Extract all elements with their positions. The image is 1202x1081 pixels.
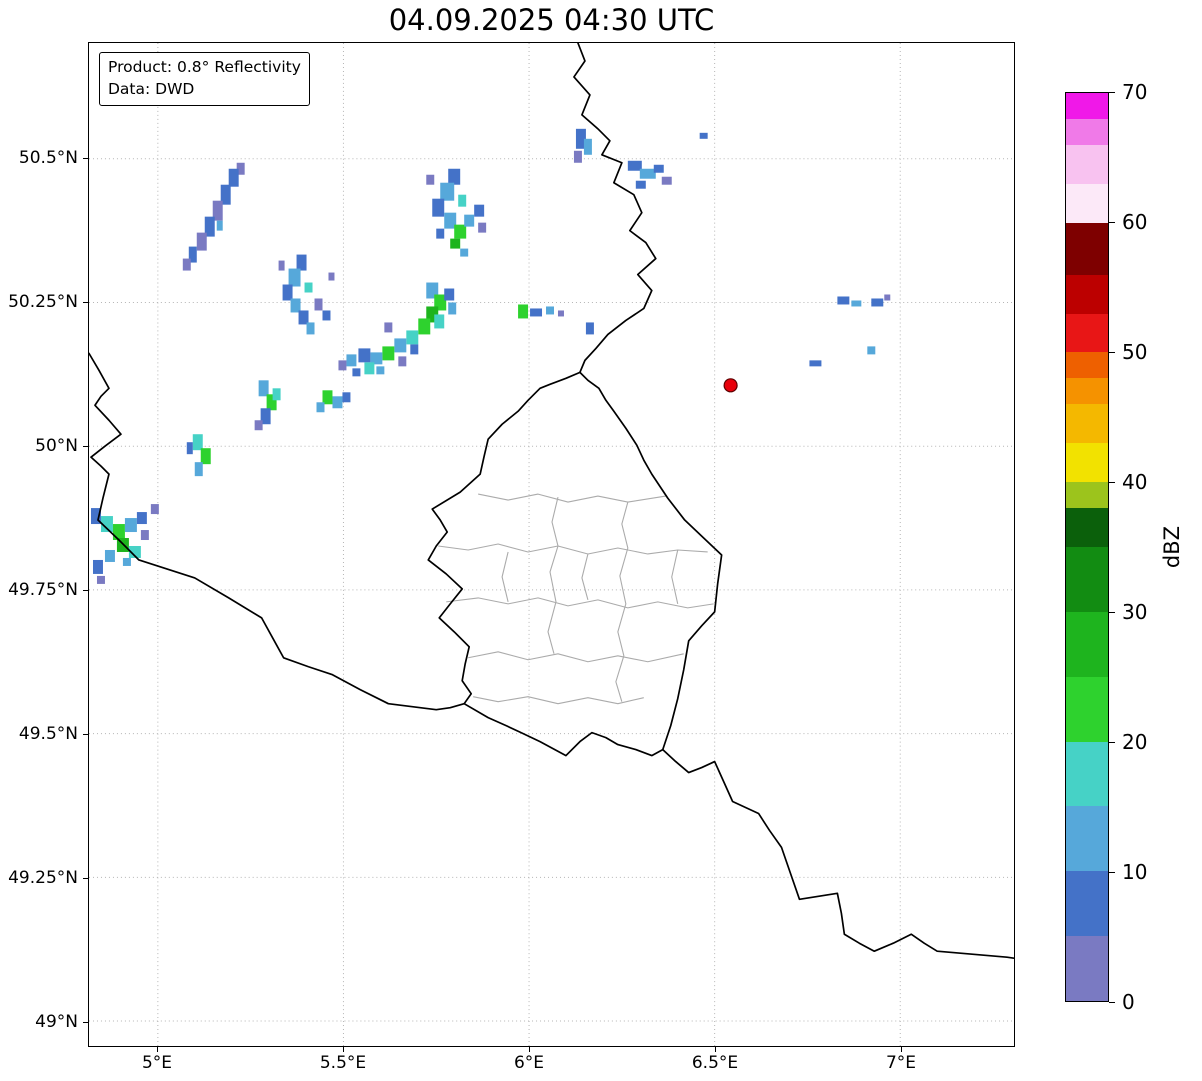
country-borders	[89, 43, 1014, 960]
colorbar-band	[1066, 936, 1108, 1001]
radar-echoes	[90, 128, 891, 584]
radar-map	[89, 43, 1014, 1046]
colorbar-band	[1066, 482, 1108, 509]
figure-title: 04.09.2025 04:30 UTC	[388, 3, 715, 37]
colorbar-tick-mark	[1109, 612, 1115, 613]
x-tick-mark	[715, 1047, 716, 1052]
colorbar-tick-label: 20	[1122, 730, 1148, 754]
data-source-label: Data: DWD	[108, 80, 195, 98]
colorbar-tick-label: 70	[1122, 80, 1148, 104]
colorbar-band	[1066, 378, 1108, 405]
colorbar-tick-label: 40	[1122, 470, 1148, 494]
colorbar-band	[1066, 118, 1108, 145]
y-tick-label: 49.5°N	[18, 724, 78, 744]
y-tick-mark	[83, 158, 88, 159]
colorbar-band	[1066, 404, 1108, 444]
product-info-box: Product: 0.8° Reflectivity Data: DWD	[99, 52, 310, 106]
district-borders	[438, 493, 714, 705]
map-plot-area: Product: 0.8° Reflectivity Data: DWD	[88, 42, 1015, 1047]
radar-site-marker	[723, 378, 738, 393]
x-tick-mark	[157, 1047, 158, 1052]
y-tick-mark	[83, 302, 88, 303]
colorbar-band	[1066, 183, 1108, 223]
colorbar-band	[1066, 611, 1108, 677]
x-tick-mark	[901, 1047, 902, 1052]
y-tick-label: 49.75°N	[8, 580, 78, 600]
colorbar-tick-mark	[1109, 742, 1115, 743]
x-tick-label: 5°E	[141, 1053, 173, 1073]
colorbar-band	[1066, 741, 1108, 807]
y-tick-label: 49°N	[35, 1012, 78, 1032]
y-tick-label: 50°N	[35, 436, 78, 456]
colorbar-band	[1066, 508, 1108, 547]
x-tick-mark	[343, 1047, 344, 1052]
y-tick-mark	[83, 878, 88, 879]
colorbar-band	[1066, 871, 1108, 937]
colorbar-tick-mark	[1109, 92, 1115, 93]
y-tick-mark	[83, 734, 88, 735]
x-tick-label: 5.5°E	[319, 1053, 367, 1073]
colorbar-band	[1066, 352, 1108, 379]
colorbar-tick-mark	[1109, 1002, 1115, 1003]
colorbar-band	[1066, 144, 1108, 184]
y-tick-mark	[83, 590, 88, 591]
colorbar-band	[1066, 806, 1108, 872]
colorbar-band	[1066, 93, 1108, 119]
colorbar-tick-mark	[1109, 482, 1115, 483]
y-tick-label: 49.25°N	[8, 868, 78, 888]
y-tick-mark	[83, 1022, 88, 1023]
x-tick-mark	[529, 1047, 530, 1052]
x-tick-label: 6°E	[513, 1053, 545, 1073]
colorbar-tick-label: 0	[1122, 990, 1135, 1014]
colorbar-tick-label: 10	[1122, 860, 1148, 884]
colorbar-band	[1066, 313, 1108, 353]
colorbar	[1065, 92, 1109, 1002]
colorbar-tick-mark	[1109, 872, 1115, 873]
colorbar-band	[1066, 274, 1108, 314]
x-tick-label: 7°E	[885, 1053, 917, 1073]
colorbar-band	[1066, 547, 1108, 612]
y-tick-mark	[83, 446, 88, 447]
colorbar-tick-label: 30	[1122, 600, 1148, 624]
colorbar-band	[1066, 443, 1108, 483]
colorbar-band	[1066, 676, 1108, 742]
colorbar-band	[1066, 222, 1108, 275]
product-label: Product: 0.8° Reflectivity	[108, 58, 301, 76]
y-tick-label: 50.5°N	[18, 148, 78, 168]
colorbar-unit-label: dBZ	[1160, 525, 1184, 569]
colorbar-tick-mark	[1109, 222, 1115, 223]
colorbar-tick-label: 60	[1122, 210, 1148, 234]
colorbar-tick-label: 50	[1122, 340, 1148, 364]
colorbar-tick-mark	[1109, 352, 1115, 353]
y-tick-label: 50.25°N	[8, 292, 78, 312]
x-tick-label: 6.5°E	[691, 1053, 739, 1073]
